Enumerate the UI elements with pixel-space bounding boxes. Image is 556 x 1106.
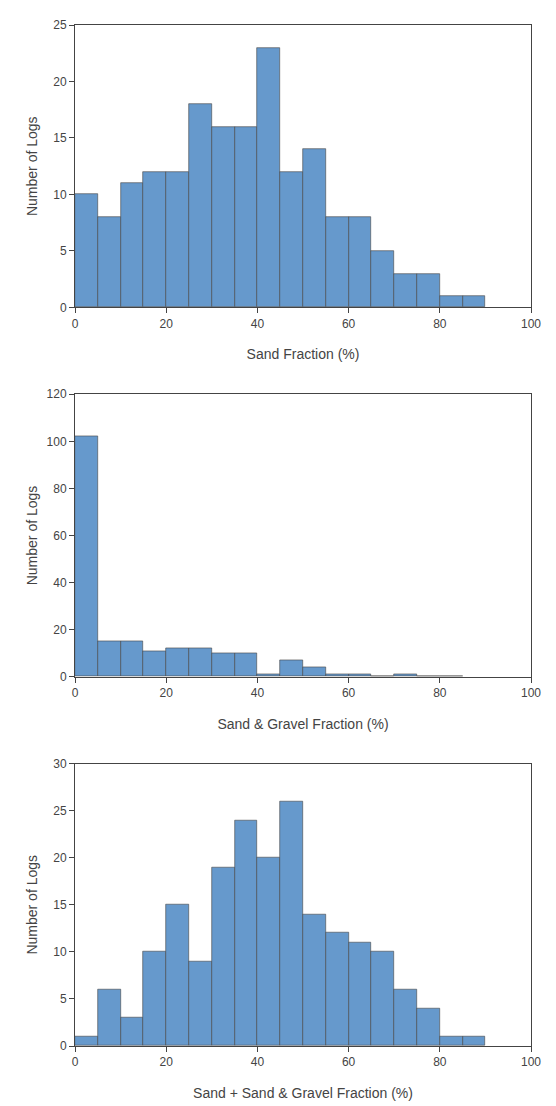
svg-text:60: 60 <box>342 317 356 331</box>
svg-text:Number of Logs: Number of Logs <box>24 116 40 216</box>
svg-text:0: 0 <box>72 1055 79 1069</box>
svg-text:30: 30 <box>53 757 67 771</box>
svg-text:40: 40 <box>53 576 67 590</box>
svg-text:Sand Fraction (%): Sand Fraction (%) <box>247 346 360 362</box>
svg-text:0: 0 <box>72 317 79 331</box>
svg-text:Sand & Gravel Fraction (%): Sand & Gravel Fraction (%) <box>217 716 388 732</box>
svg-text:10: 10 <box>53 945 67 959</box>
svg-text:Number of Logs: Number of Logs <box>24 855 40 955</box>
svg-text:100: 100 <box>47 435 67 449</box>
svg-text:0: 0 <box>60 301 67 315</box>
svg-text:25: 25 <box>53 804 67 818</box>
svg-text:100: 100 <box>521 686 541 700</box>
svg-text:40: 40 <box>251 317 265 331</box>
svg-text:5: 5 <box>60 244 67 258</box>
svg-text:0: 0 <box>60 1039 67 1053</box>
svg-text:5: 5 <box>60 992 67 1006</box>
svg-text:20: 20 <box>160 686 174 700</box>
svg-text:80: 80 <box>433 1055 447 1069</box>
svg-text:20: 20 <box>160 1055 174 1069</box>
svg-text:100: 100 <box>521 1055 541 1069</box>
svg-text:120: 120 <box>47 387 67 401</box>
svg-text:20: 20 <box>160 317 174 331</box>
svg-text:20: 20 <box>53 75 67 89</box>
svg-text:80: 80 <box>433 686 447 700</box>
svg-text:80: 80 <box>433 317 447 331</box>
svg-text:40: 40 <box>251 1055 265 1069</box>
svg-text:25: 25 <box>53 18 67 32</box>
svg-text:0: 0 <box>60 670 67 684</box>
svg-text:0: 0 <box>72 686 79 700</box>
svg-text:Sand + Sand & Gravel Fraction: Sand + Sand & Gravel Fraction (%) <box>193 1085 413 1101</box>
svg-text:20: 20 <box>53 623 67 637</box>
svg-text:60: 60 <box>342 1055 356 1069</box>
svg-text:60: 60 <box>53 529 67 543</box>
svg-text:60: 60 <box>342 686 356 700</box>
svg-text:Number of Logs: Number of Logs <box>24 486 40 586</box>
svg-text:40: 40 <box>251 686 265 700</box>
svg-text:15: 15 <box>53 898 67 912</box>
svg-text:10: 10 <box>53 188 67 202</box>
svg-text:20: 20 <box>53 851 67 865</box>
svg-text:80: 80 <box>53 482 67 496</box>
svg-text:15: 15 <box>53 131 67 145</box>
svg-text:100: 100 <box>521 317 541 331</box>
